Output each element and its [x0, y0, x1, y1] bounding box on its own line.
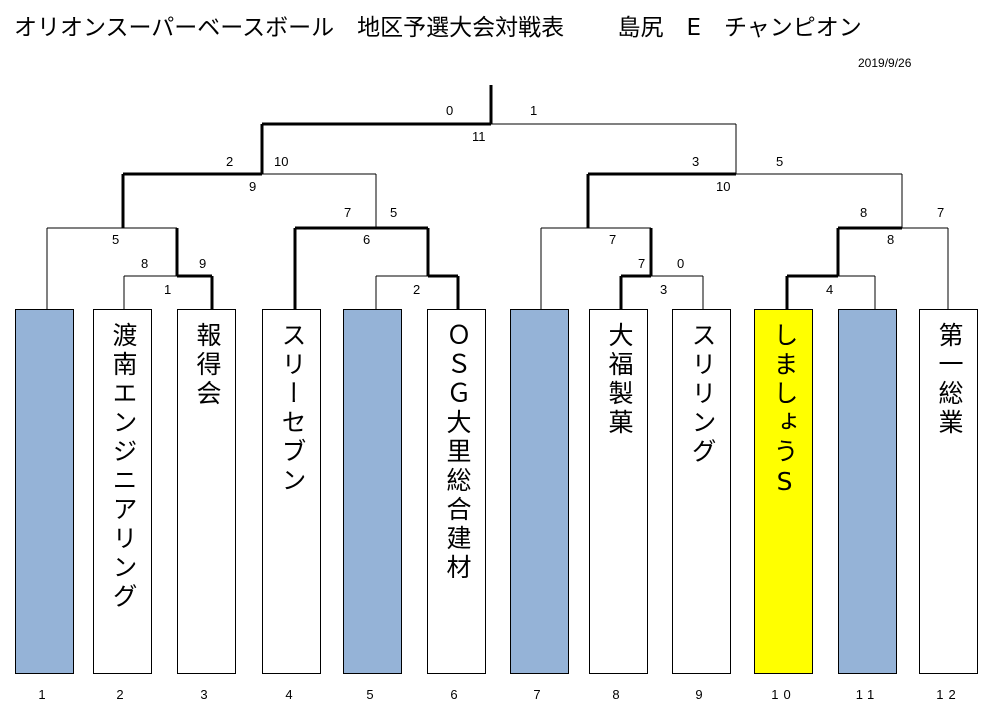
bracket-position-number: 5	[366, 687, 379, 702]
team-box-9: スリリング	[672, 309, 731, 674]
team-box-11	[838, 309, 897, 674]
team-name: スリリング	[688, 322, 717, 467]
score-q2-b: 5	[390, 205, 398, 220]
bracket-position-number: 3	[200, 687, 213, 702]
score-r1-a: 8	[141, 256, 149, 271]
score-r1-b: 9	[199, 256, 207, 271]
bracket-position-number: 1	[38, 687, 51, 702]
game-number-q2: 6	[363, 232, 371, 247]
team-name: しましょうS	[770, 322, 799, 500]
game-number-r4: 4	[826, 282, 834, 297]
score-r3-a: 7	[638, 256, 646, 271]
score-semi-right-b: 5	[776, 154, 784, 169]
game-number-r1: 1	[164, 282, 172, 297]
bracket-position-number: 7	[533, 687, 546, 702]
team-box-7	[510, 309, 569, 674]
score-semi-left-a: 2	[226, 154, 234, 169]
game-number-q3: 7	[609, 232, 617, 247]
team-name: スリーセブン	[278, 322, 307, 496]
team-box-6: ＯＳＧ大里総合建材	[427, 309, 486, 674]
bracket-position-number: 2	[116, 687, 129, 702]
score-q4-b: 7	[937, 205, 945, 220]
team-name: 報得会	[193, 322, 222, 409]
game-number-semi-right: 10	[716, 179, 731, 194]
team-box-2: 渡南エンジニアリング	[93, 309, 152, 674]
date-label: 2019/9/26	[858, 56, 912, 70]
bracket-position-number: 12	[936, 687, 961, 702]
score-semi-right-a: 3	[692, 154, 700, 169]
game-number-q4: 8	[887, 232, 895, 247]
score-q2-a: 7	[344, 205, 352, 220]
page-title: オリオンスーパーベースボール 地区予選大会対戦表 島尻 E チャンピオン	[14, 15, 862, 41]
bracket-position-number: 8	[612, 687, 625, 702]
game-number-semi-left: 9	[249, 179, 257, 194]
score-r3-b: 0	[677, 256, 685, 271]
bracket-position-number: 9	[695, 687, 708, 702]
game-number-r2: 2	[413, 282, 421, 297]
bracket-position-number: 11	[855, 687, 880, 702]
team-name: ＯＳＧ大里総合建材	[443, 322, 472, 583]
score-final-right: 1	[530, 103, 538, 118]
score-q4-a: 8	[860, 205, 868, 220]
team-name: 大福製菓	[605, 322, 634, 438]
score-final-left: 0	[446, 103, 454, 118]
score-semi-left-b: 10	[274, 154, 289, 169]
bracket-position-number: 10	[771, 687, 796, 702]
team-box-8: 大福製菓	[589, 309, 648, 674]
team-box-10: しましょうS	[754, 309, 813, 674]
team-box-3: 報得会	[177, 309, 236, 674]
score-q1-a: 5	[112, 232, 120, 247]
team-box-5	[343, 309, 402, 674]
team-box-12: 第一総業	[919, 309, 978, 674]
team-box-4: スリーセブン	[262, 309, 321, 674]
team-name: 第一総業	[935, 322, 964, 438]
bracket-position-number: 6	[450, 687, 463, 702]
team-name: 渡南エンジニアリング	[109, 322, 138, 612]
game-number-final: 11	[472, 129, 486, 144]
bracket-position-number: 4	[285, 687, 298, 702]
game-number-r3: 3	[660, 282, 668, 297]
team-box-1	[15, 309, 74, 674]
